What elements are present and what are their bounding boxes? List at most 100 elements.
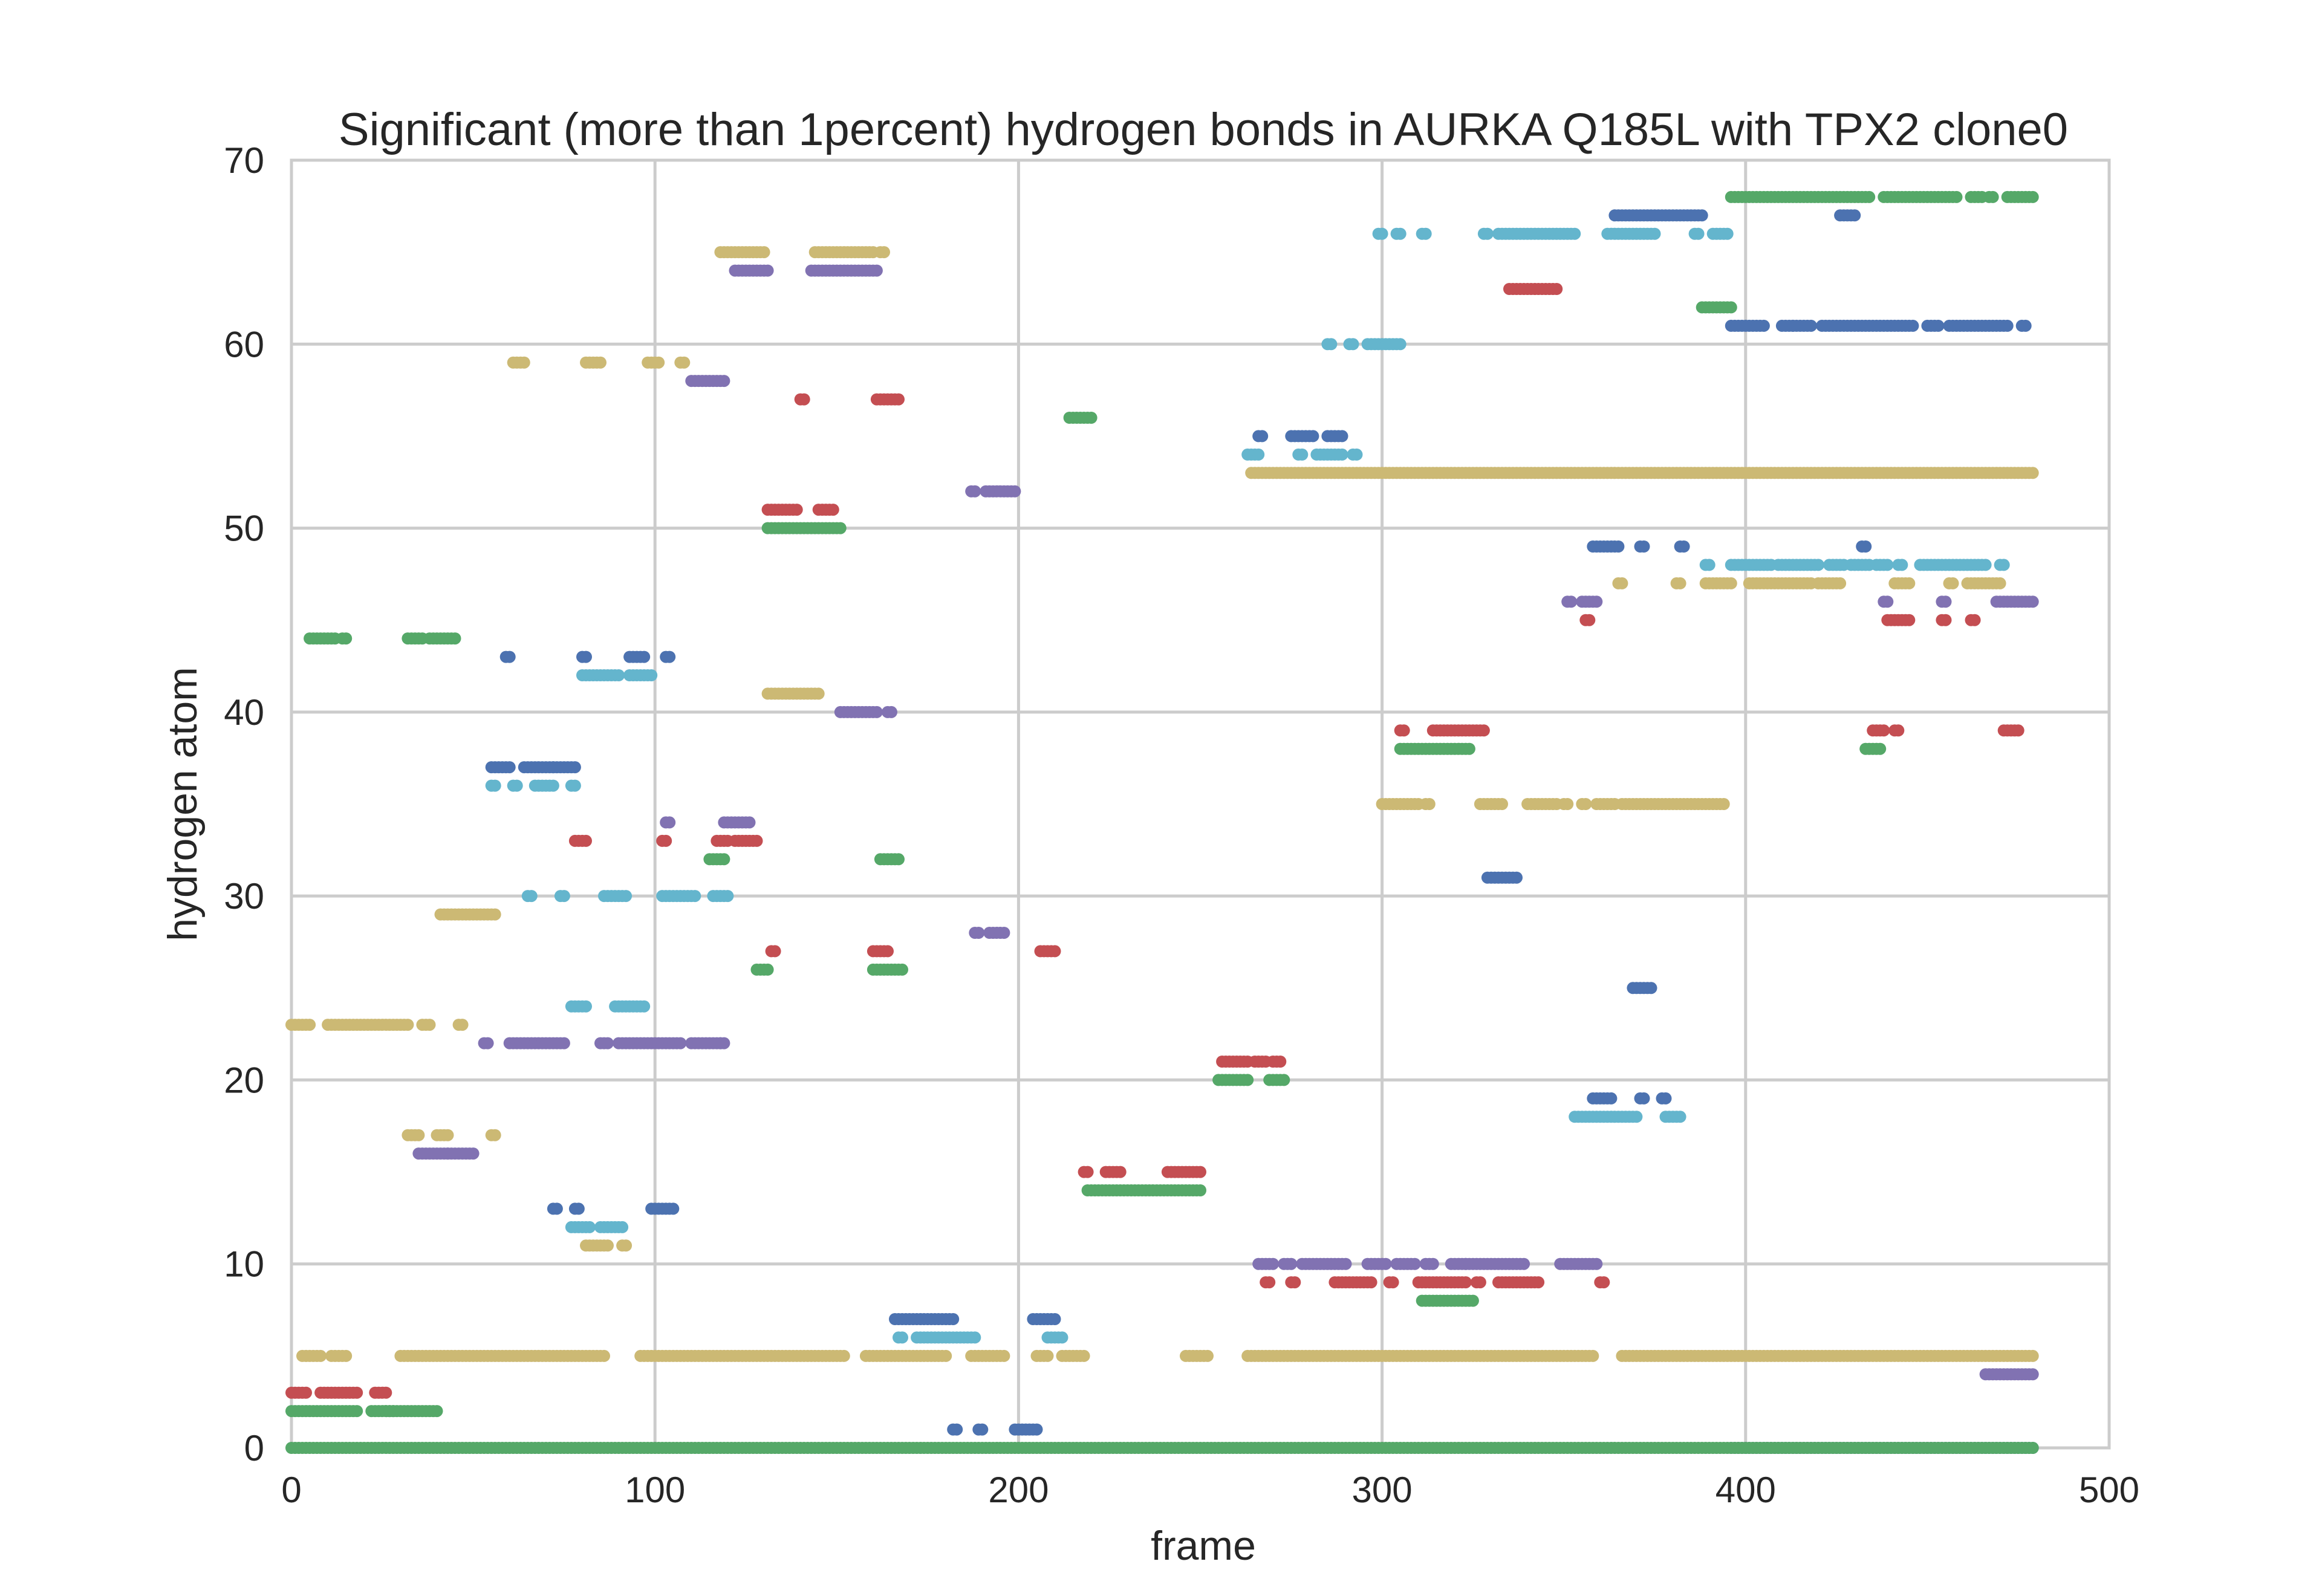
data-point bbox=[1463, 742, 1475, 755]
x-tick-labels: 0 100 200 300 400 500 bbox=[281, 1470, 2139, 1510]
point-series bbox=[729, 264, 883, 277]
point-series bbox=[285, 1442, 2039, 1454]
data-point bbox=[1994, 577, 2006, 589]
data-point bbox=[1350, 448, 1363, 461]
data-point bbox=[750, 834, 763, 847]
data-point bbox=[1049, 1313, 1061, 1325]
data-point bbox=[798, 393, 810, 406]
point-series bbox=[834, 706, 897, 718]
data-point bbox=[1423, 798, 1436, 810]
point-series bbox=[285, 1386, 392, 1399]
data-point bbox=[572, 1202, 585, 1215]
data-point bbox=[1550, 283, 1563, 295]
data-point bbox=[2012, 724, 2024, 737]
data-point bbox=[423, 1019, 436, 1031]
data-point bbox=[481, 1037, 494, 1049]
data-point bbox=[1387, 1276, 1399, 1289]
data-point bbox=[1946, 577, 1959, 589]
data-point bbox=[893, 393, 905, 406]
data-point bbox=[620, 1239, 633, 1252]
data-point bbox=[1696, 209, 1708, 222]
data-point bbox=[878, 246, 890, 259]
data-point bbox=[721, 890, 734, 903]
data-point bbox=[1721, 227, 1734, 240]
point-series bbox=[1372, 227, 1734, 240]
data-point bbox=[998, 927, 1010, 939]
data-point bbox=[1477, 724, 1490, 737]
data-point bbox=[620, 890, 633, 903]
data-point bbox=[1278, 1074, 1290, 1086]
data-point bbox=[1296, 448, 1309, 461]
point-series bbox=[1078, 1166, 1206, 1178]
data-point bbox=[1859, 540, 1872, 553]
x-tick-label: 200 bbox=[988, 1470, 1049, 1510]
point-series bbox=[1627, 982, 1657, 994]
data-point bbox=[834, 522, 847, 534]
data-point bbox=[1081, 1166, 1094, 1178]
point-series bbox=[1696, 301, 1737, 314]
data-point bbox=[1979, 559, 1992, 571]
data-point bbox=[1274, 1056, 1287, 1068]
y-tick-label: 30 bbox=[224, 876, 264, 916]
point-series bbox=[1394, 742, 1475, 755]
data-point bbox=[896, 963, 908, 976]
data-point bbox=[1496, 798, 1508, 810]
point-series bbox=[1321, 338, 1407, 351]
data-point bbox=[1717, 798, 1730, 810]
data-point bbox=[1587, 1349, 1599, 1362]
data-point bbox=[1616, 577, 1628, 589]
data-point bbox=[1648, 227, 1661, 240]
x-tick-label: 500 bbox=[2079, 1470, 2139, 1510]
data-point bbox=[1881, 559, 1894, 571]
data-point bbox=[976, 1423, 989, 1436]
data-point bbox=[1590, 595, 1603, 608]
data-point bbox=[1939, 614, 1952, 626]
point-series bbox=[1503, 283, 1563, 295]
data-point bbox=[718, 1037, 730, 1049]
point-series bbox=[1252, 430, 1348, 443]
data-point bbox=[1630, 1111, 1643, 1123]
scatter-points bbox=[285, 190, 2039, 1454]
data-point bbox=[663, 816, 676, 829]
data-point bbox=[568, 779, 581, 792]
data-point bbox=[1583, 614, 1596, 626]
y-tick-labels: 0 10 20 30 40 50 60 70 bbox=[224, 140, 264, 1468]
point-series bbox=[285, 1019, 469, 1031]
data-point bbox=[402, 1019, 414, 1031]
data-point bbox=[1256, 430, 1269, 443]
x-tick-label: 100 bbox=[625, 1470, 685, 1510]
data-point bbox=[1426, 1257, 1439, 1270]
data-point bbox=[1565, 595, 1578, 608]
point-series bbox=[969, 927, 1010, 939]
data-point bbox=[616, 1221, 629, 1233]
data-point bbox=[467, 1147, 480, 1160]
data-point bbox=[2026, 1442, 2039, 1454]
point-series bbox=[714, 246, 890, 259]
data-point bbox=[870, 706, 883, 718]
data-point bbox=[594, 356, 607, 369]
data-point bbox=[812, 687, 825, 700]
data-point bbox=[1561, 798, 1574, 810]
data-point bbox=[1997, 559, 2010, 571]
data-point bbox=[304, 1019, 316, 1031]
data-point bbox=[547, 779, 559, 792]
data-point bbox=[580, 650, 592, 663]
data-point bbox=[1892, 724, 1905, 737]
data-point bbox=[790, 504, 803, 516]
point-series bbox=[761, 522, 847, 534]
data-point bbox=[645, 669, 658, 681]
data-point bbox=[1725, 301, 1737, 314]
data-point bbox=[1590, 1257, 1603, 1270]
data-point bbox=[1812, 559, 1824, 571]
point-series bbox=[1252, 1257, 1603, 1270]
point-series bbox=[1859, 742, 1887, 755]
point-series bbox=[304, 632, 461, 645]
data-point bbox=[1419, 227, 1432, 240]
data-point bbox=[489, 908, 501, 921]
data-point bbox=[300, 1386, 312, 1399]
data-point bbox=[1078, 1349, 1090, 1362]
data-point bbox=[1703, 559, 1715, 571]
point-series bbox=[580, 1239, 633, 1252]
data-point bbox=[1757, 319, 1770, 332]
